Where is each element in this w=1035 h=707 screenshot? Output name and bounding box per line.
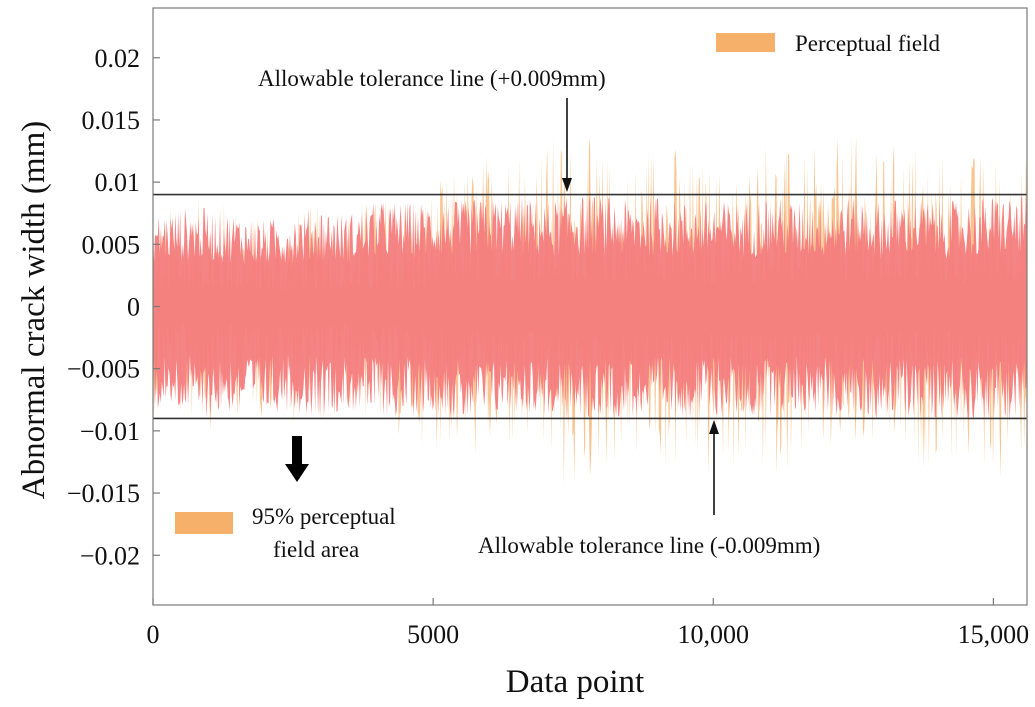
perceptual-area-label-line1: 95% perceptual	[252, 504, 396, 529]
y-tick-label: 0.02	[95, 44, 141, 73]
lower-tolerance-label: Allowable tolerance line (-0.009mm)	[478, 533, 820, 558]
y-tick-label: −0.005	[67, 355, 140, 384]
x-tick-label: 5000	[407, 620, 459, 649]
perceptual-area-down-arrow	[285, 436, 309, 482]
y-tick-label: −0.01	[80, 417, 140, 446]
lower-tolerance-arrow	[709, 420, 719, 515]
y-tick-label: −0.015	[67, 479, 140, 508]
x-tick-label: 15,000	[958, 620, 1030, 649]
x-axis-ticks: 0 5000 10,000 15,000	[147, 598, 1030, 649]
x-tick-label: 10,000	[678, 620, 750, 649]
legend-swatch	[716, 33, 775, 52]
legend: Perceptual field	[716, 31, 940, 56]
legend-label: Perceptual field	[795, 31, 940, 56]
y-tick-label: 0	[127, 293, 140, 322]
x-tick-label: 0	[147, 620, 160, 649]
y-tick-label: 0.01	[95, 168, 141, 197]
y-tick-label: −0.02	[80, 541, 140, 570]
perceptual-area-swatch	[175, 512, 233, 534]
data-areas	[153, 135, 1027, 485]
upper-tolerance-label: Allowable tolerance line (+0.009mm)	[258, 66, 606, 91]
y-axis-title: Abnormal crack width (mm)	[16, 121, 52, 499]
upper-tolerance-arrow	[562, 98, 572, 192]
y-axis-ticks: 0.02 0.015 0.01 0.005 0 −0.005 −0.01 −0.015 −0.0…	[67, 44, 160, 570]
y-tick-label: 0.015	[82, 106, 141, 135]
perceptual-95-area	[153, 194, 1027, 422]
x-axis-title: Data point	[506, 664, 644, 700]
perceptual-area-label-line2: field area	[273, 537, 359, 562]
y-tick-label: 0.005	[82, 230, 141, 259]
